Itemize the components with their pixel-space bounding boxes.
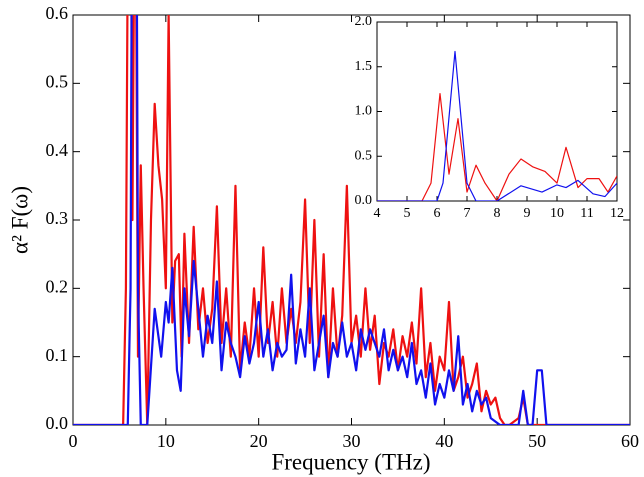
x-tick-label: 4 (374, 206, 381, 221)
x-tick-label: 6 (434, 206, 441, 221)
x-tick-label: 5 (404, 206, 411, 221)
x-tick-label: 10 (157, 431, 175, 451)
y-tick-label: 0.5 (46, 71, 69, 91)
y-tick-label: 2.0 (355, 14, 373, 29)
x-tick-label: 50 (528, 431, 546, 451)
y-tick-label: 0.4 (46, 140, 69, 160)
data-line (377, 50, 617, 201)
data-line (73, 15, 630, 425)
x-tick-label: 40 (435, 431, 453, 451)
y-tick-label: 0.2 (46, 276, 69, 296)
y-tick-label: 0.3 (46, 208, 69, 228)
x-axis-label: Frequency (THz) (271, 449, 430, 474)
x-tick-label: 20 (250, 431, 268, 451)
y-tick-label: 0.1 (46, 345, 69, 365)
y-tick-label: 0.0 (46, 413, 69, 433)
x-tick-label: 30 (343, 431, 361, 451)
y-tick-label: 1.0 (355, 104, 373, 119)
x-tick-label: 9 (524, 206, 531, 221)
x-tick-label: 7 (464, 206, 471, 221)
y-tick-label: 1.5 (355, 59, 373, 74)
plot-frame (72, 14, 631, 426)
x-tick-label: 12 (610, 206, 624, 221)
x-tick-label: 0 (69, 431, 78, 451)
x-tick-label: 8 (494, 206, 501, 221)
x-tick-label: 11 (580, 206, 593, 221)
y-tick-label: 0.0 (355, 193, 373, 208)
data-line (73, 15, 630, 425)
x-tick-label: 60 (621, 431, 639, 451)
data-line (377, 93, 617, 201)
y-axis-label: α² F(ω) (7, 186, 32, 254)
plot-frame (376, 21, 618, 202)
y-tick-label: 0.6 (46, 3, 69, 23)
x-tick-label: 10 (550, 206, 564, 221)
y-tick-label: 0.5 (355, 148, 373, 163)
